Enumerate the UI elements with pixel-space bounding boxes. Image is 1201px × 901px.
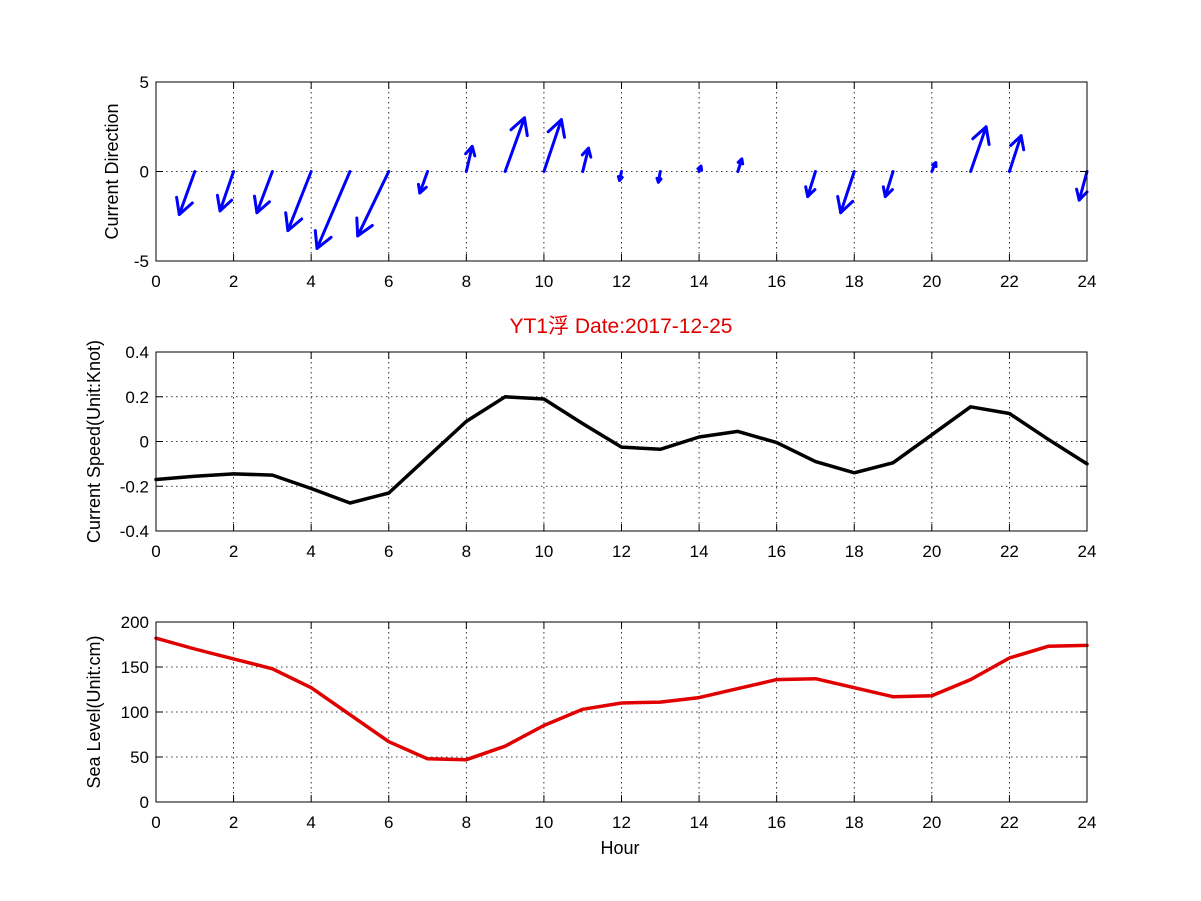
current-arrow [542,118,566,173]
current-arrow [616,170,624,182]
current-arrow [503,116,529,173]
y-tick-label: 0 [140,163,149,182]
x-tick-label: 10 [534,813,553,832]
x-tick-label: 2 [229,542,238,561]
x-tick-label: 0 [151,813,160,832]
x-tick-label: 24 [1078,272,1097,291]
x-tick-label: 2 [229,813,238,832]
y-tick-label: 100 [121,703,149,722]
y-tick-label: 5 [140,73,149,92]
x-tick-label: 10 [534,272,553,291]
current-speed-panel: 0 2 4 6 8 10 12 14 16 18 20 22 24-0.4-0.200.20.4Curr… [84,340,1096,561]
x-tick-label: 16 [767,542,786,561]
x-tick-label: 6 [384,272,393,291]
x-tick-label: 24 [1078,813,1097,832]
current-arrow [284,170,313,233]
x-tick-label: 16 [767,813,786,832]
x-tick-label: 8 [462,272,471,291]
x-tick-label: 20 [922,813,941,832]
x-tick-label: 14 [690,542,709,561]
x-tick-label: 12 [612,542,631,561]
y-tick-label: 0.4 [125,343,149,362]
x-tick-label: 22 [1000,272,1019,291]
current-arrow [355,170,391,238]
y-tick-label: 200 [121,613,149,632]
x-tick-label: 22 [1000,813,1019,832]
x-tick-label: 4 [306,542,315,561]
current-arrow [1007,134,1026,173]
x-axis-label: Hour [600,838,639,858]
current-arrow [464,144,477,173]
current-arrow [696,164,704,173]
y-tick-label: -0.2 [120,477,149,496]
x-tick-label: 8 [462,813,471,832]
x-tick-label: 18 [845,272,864,291]
current-arrow [655,170,663,184]
x-tick-label: 2 [229,272,238,291]
x-tick-label: 12 [612,813,631,832]
y-tick-label: 0.2 [125,388,149,407]
current-arrow [930,161,938,173]
current-arrow [253,170,274,215]
y-tick-label: 150 [121,658,149,677]
y-tick-label: 50 [130,748,149,767]
x-tick-label: 6 [384,813,393,832]
current-arrow [881,170,895,199]
x-tick-label: 0 [151,272,160,291]
chart-title: YT1浮 Date:2017-12-25 [510,315,733,338]
current-arrow [969,125,991,173]
y-tick-label: 0 [140,793,149,812]
x-tick-label: 6 [384,542,393,561]
current-arrow [836,170,856,215]
y-tick-label: -0.4 [120,522,149,541]
x-tick-label: 22 [1000,542,1019,561]
current-arrow [736,157,745,173]
current-speed-y-axis-label: Current Speed(Unit:Knot) [84,340,104,543]
current-arrow [313,170,352,250]
current-arrow [175,170,197,216]
sea-level-series-line [154,636,1089,762]
x-tick-label: 16 [767,272,786,291]
x-tick-label: 18 [845,813,864,832]
x-tick-label: 14 [690,813,709,832]
x-tick-label: 20 [922,272,941,291]
x-tick-label: 10 [534,542,553,561]
current-arrow [804,170,817,199]
x-tick-label: 0 [151,542,160,561]
x-tick-label: 12 [612,272,631,291]
y-tick-label: -5 [134,252,149,271]
x-tick-label: 14 [690,272,709,291]
current-arrow [417,170,430,195]
x-tick-label: 20 [922,542,941,561]
x-tick-label: 24 [1078,542,1097,561]
x-tick-label: 4 [306,813,315,832]
current-arrow [1075,170,1089,202]
y-tick-label: 0 [140,433,149,452]
x-tick-label: 8 [462,542,471,561]
current-direction-y-axis-label: Current Direction [102,103,122,239]
sea-level-y-axis-label: Sea Level(Unit:cm) [84,635,104,788]
current-arrow [580,146,593,173]
x-tick-label: 18 [845,542,864,561]
x-tick-label: 4 [306,272,315,291]
current-arrow [215,170,236,213]
